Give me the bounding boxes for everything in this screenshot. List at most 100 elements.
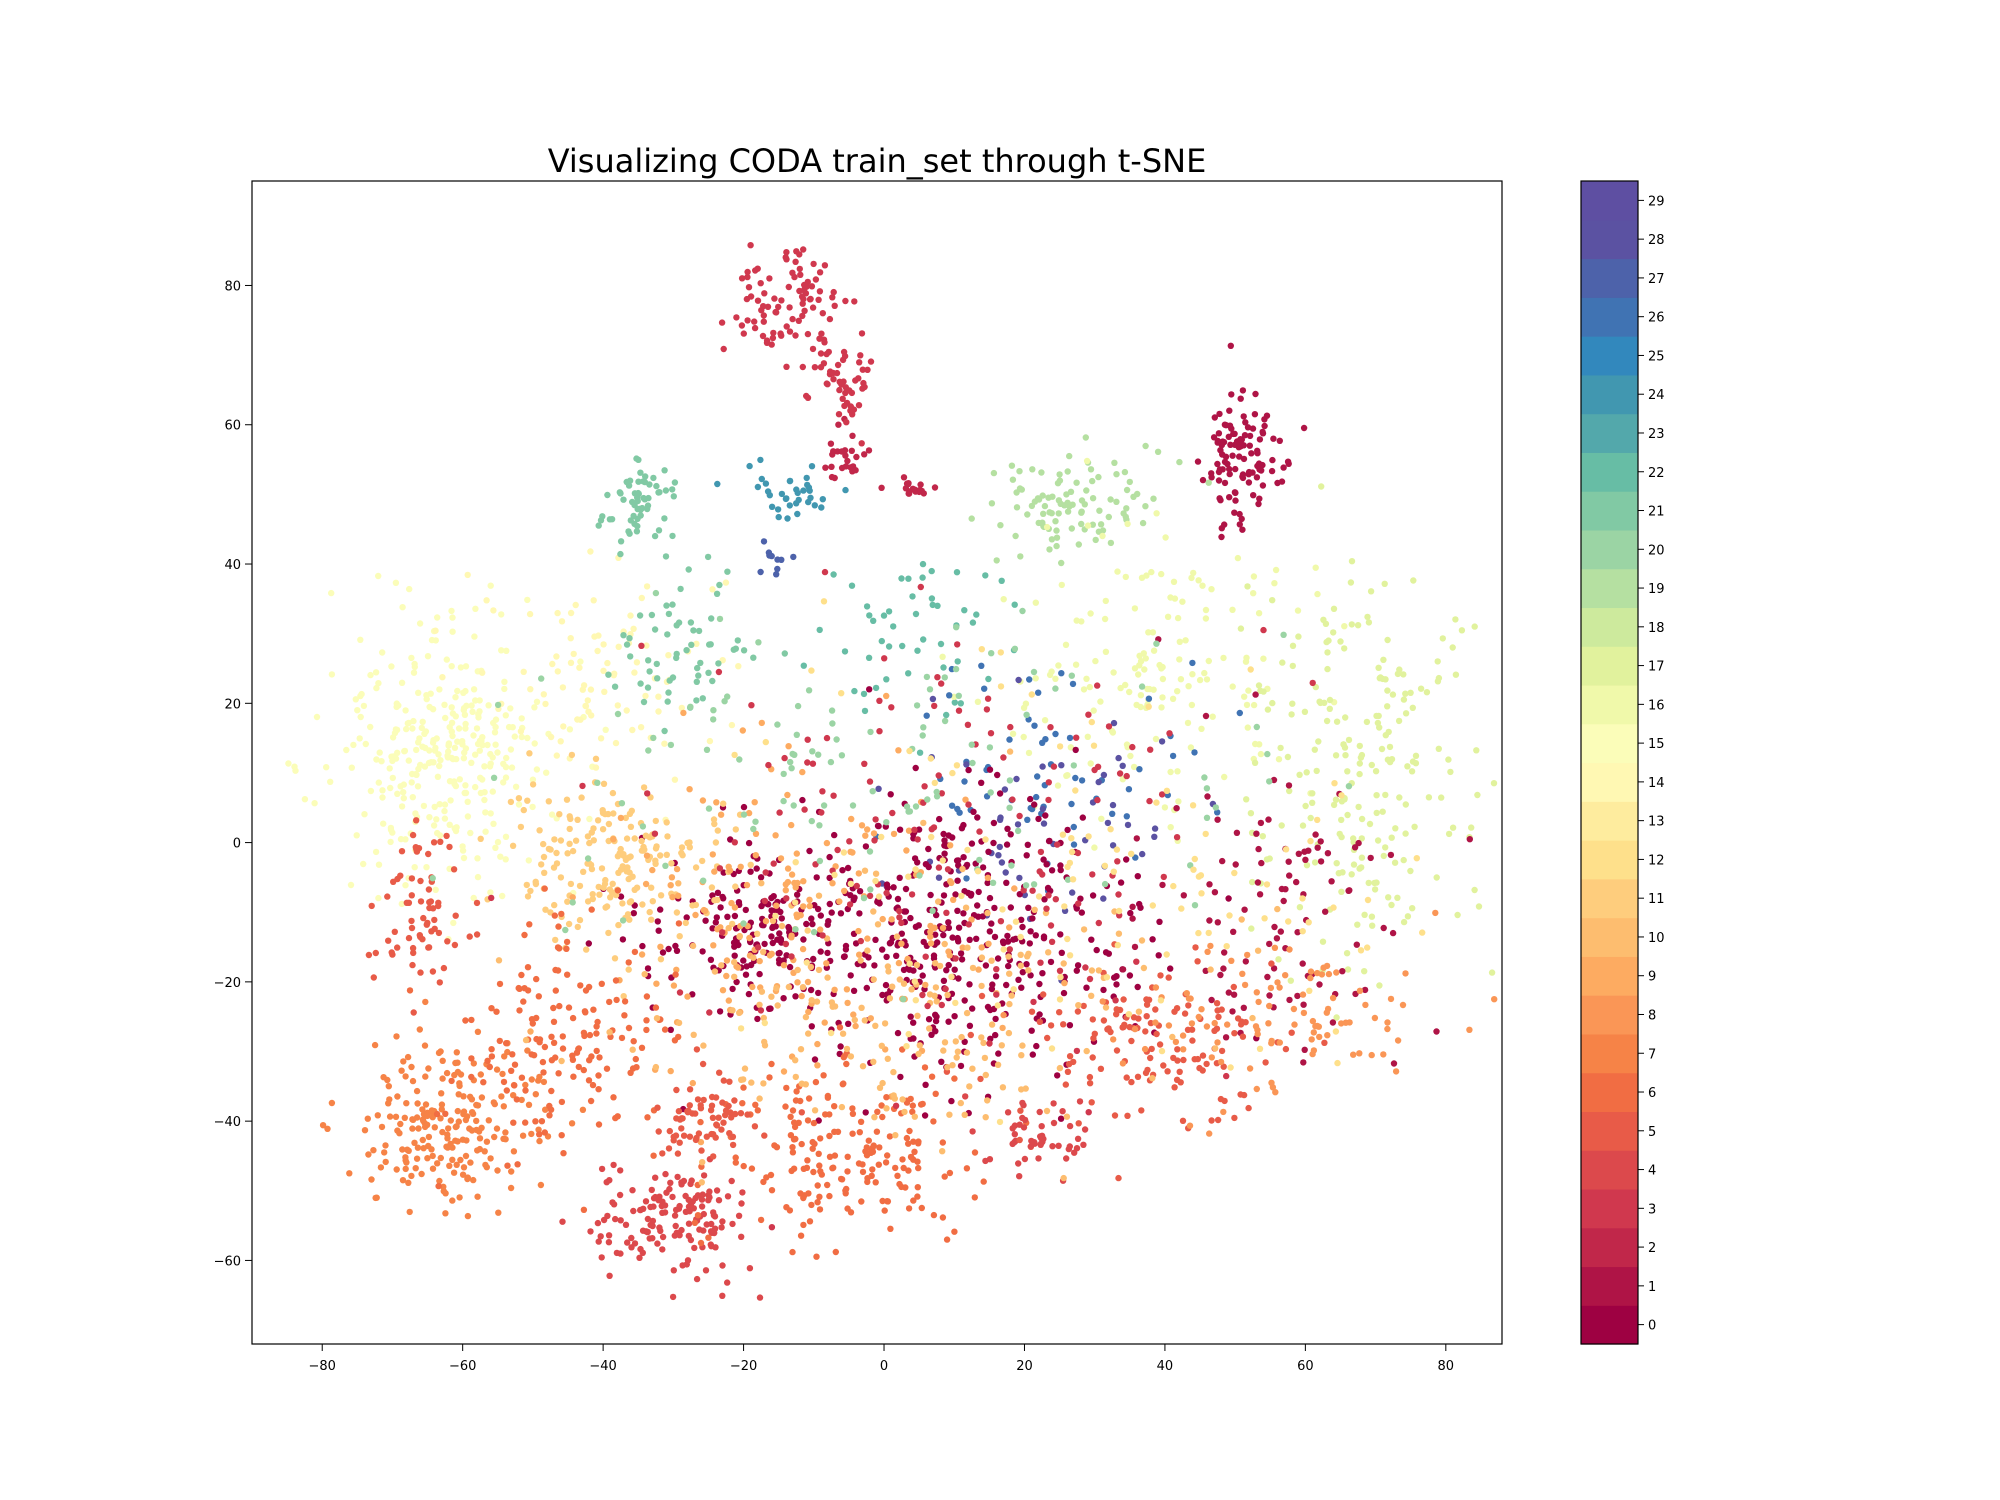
scatter-point (860, 690, 868, 698)
scatter-point (401, 1114, 408, 1122)
scatter-point (1355, 839, 1362, 847)
scatter-point (1231, 1030, 1238, 1037)
scatter-point (569, 894, 576, 901)
scatter-point (756, 957, 763, 965)
scatter-point (1138, 1107, 1145, 1114)
scatter-point (1402, 970, 1409, 977)
scatter-point (1412, 752, 1420, 759)
scatter-point (1142, 1069, 1150, 1077)
scatter-point (328, 671, 336, 678)
scatter-point (754, 1015, 761, 1023)
scatter-point (932, 1017, 940, 1025)
scatter-point (884, 1152, 891, 1159)
scatter-point (1207, 942, 1214, 950)
scatter-point (920, 636, 927, 643)
scatter-point (386, 1113, 394, 1120)
scatter-point (437, 838, 444, 845)
scatter-point (790, 802, 797, 809)
scatter-point (826, 1192, 833, 1200)
scatter-point (958, 892, 965, 900)
scatter-point (755, 639, 762, 646)
scatter-point (527, 1028, 534, 1035)
scatter-point (1190, 866, 1197, 873)
scatter-point (809, 748, 816, 755)
scatter-point (627, 823, 635, 830)
scatter-point (479, 776, 486, 783)
scatter-point (917, 481, 924, 488)
scatter-point (866, 686, 873, 693)
colorbar-segment (1581, 452, 1638, 492)
scatter-point (772, 308, 779, 316)
scatter-point (921, 1112, 929, 1119)
scatter-point (386, 765, 393, 772)
scatter-point (900, 474, 908, 481)
scatter-point (816, 1162, 823, 1169)
scatter-point (800, 936, 807, 943)
chart-title: Visualizing CODA train_set through t-SNE (548, 142, 1207, 180)
scatter-point (1119, 1060, 1127, 1067)
scatter-point (1097, 521, 1105, 528)
scatter-point (644, 1114, 651, 1121)
scatter-point (376, 749, 383, 756)
scatter-point (460, 1093, 467, 1100)
scatter-point (826, 1132, 833, 1140)
scatter-point (778, 332, 785, 339)
scatter-point (807, 494, 814, 501)
scatter-point (1411, 823, 1418, 830)
scatter-point (1303, 769, 1310, 776)
scatter-point (1047, 724, 1054, 731)
scatter-point (1047, 922, 1055, 929)
scatter-point (492, 716, 500, 723)
scatter-point (670, 982, 678, 989)
scatter-point (831, 474, 838, 482)
colorbar-tick-label: 20 (1648, 543, 1665, 558)
scatter-point (1061, 903, 1068, 910)
scatter-point (1066, 1053, 1074, 1060)
scatter-point (1046, 837, 1053, 845)
scatter-point (1445, 756, 1452, 763)
scatter-point (797, 271, 804, 278)
scatter-point (1055, 662, 1062, 669)
scatter-point (745, 990, 753, 998)
scatter-point (694, 1192, 702, 1199)
scatter-point (724, 1279, 731, 1286)
scatter-point (662, 1170, 669, 1178)
scatter-point (438, 1106, 445, 1113)
scatter-point (592, 764, 600, 771)
scatter-point (1087, 760, 1094, 767)
scatter-point (1280, 464, 1287, 471)
scatter-point (540, 691, 547, 698)
scatter-point (529, 1020, 536, 1027)
scatter-point (800, 1221, 807, 1229)
scatter-point (601, 880, 609, 888)
scatter-point (639, 942, 646, 950)
scatter-point (903, 803, 911, 810)
scatter-point (827, 758, 835, 766)
scatter-point (651, 830, 659, 837)
scatter-point (1124, 1112, 1131, 1120)
scatter-point (1016, 1136, 1023, 1144)
scatter-point (565, 1004, 573, 1011)
scatter-point (541, 885, 548, 892)
scatter-point (880, 612, 888, 619)
scatter-point (1319, 938, 1327, 945)
scatter-point (1045, 796, 1052, 804)
scatter-point (459, 843, 466, 850)
scatter-point (1148, 568, 1155, 576)
scatter-point (847, 972, 854, 979)
scatter-point (1182, 637, 1189, 644)
scatter-point (689, 902, 696, 909)
scatter-point (935, 874, 943, 881)
scatter-point (1084, 733, 1092, 740)
scatter-point (393, 1166, 400, 1173)
scatter-point (974, 868, 982, 875)
scatter-point (867, 358, 875, 365)
scatter-point (629, 1187, 636, 1194)
scatter-point (644, 790, 651, 797)
scatter-point (1184, 719, 1192, 727)
scatter-point (1146, 797, 1153, 805)
scatter-point (673, 1229, 680, 1237)
scatter-point (582, 702, 590, 710)
scatter-point (436, 801, 443, 808)
scatter-point (1254, 447, 1261, 454)
